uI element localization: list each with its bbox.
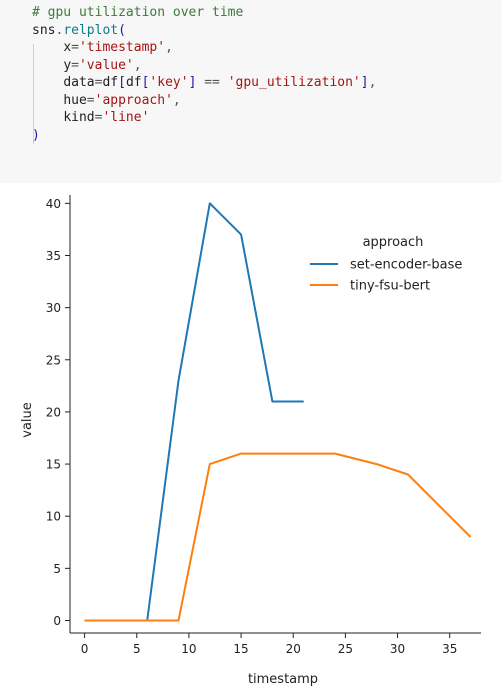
y-tick-label: 20 (46, 405, 61, 419)
y-tick-label: 30 (46, 301, 61, 315)
code-kw-y: y (63, 58, 71, 73)
legend-label-0: set-encoder-base (350, 258, 462, 273)
code-kw-kind: kind (63, 110, 94, 125)
y-tick-label: 40 (46, 197, 61, 211)
y-tick-label: 25 (46, 353, 61, 367)
y-tick-label: 35 (46, 249, 61, 263)
x-tick-label: 5 (133, 642, 141, 656)
legend-label-1: tiny-fsu-bert (350, 279, 430, 294)
code-df-inner: df (126, 75, 142, 90)
code-str-x: 'timestamp' (79, 40, 165, 55)
x-tick-label: 30 (390, 642, 405, 656)
code-line-comment: # gpu utilization over time (32, 4, 501, 22)
y-axis-ticks: 0 5 10 15 20 25 30 35 40 (46, 197, 70, 628)
code-line-y: y='value', (32, 57, 501, 75)
line-chart: 0 5 10 15 20 25 30 35 40 0 5 10 15 20 25 30 35 timestam… (0, 183, 501, 688)
x-tick-label: 20 (286, 642, 301, 656)
code-str-hue: 'approach' (95, 93, 173, 108)
code-str-gpu: 'gpu_utilization' (228, 75, 361, 90)
code-line-close: ) (32, 127, 501, 145)
y-tick-label: 15 (46, 458, 61, 472)
series-line-0 (85, 203, 304, 620)
code-str-y: 'value' (79, 58, 134, 73)
y-tick-label: 5 (53, 562, 61, 576)
legend-title: approach (363, 235, 424, 250)
code-line-x: x='timestamp', (32, 39, 501, 57)
y-tick-label: 10 (46, 510, 61, 524)
code-comment: # gpu utilization over time (32, 5, 243, 20)
cell-output: 0 5 10 15 20 25 30 35 40 0 5 10 15 20 25 30 35 timestam… (0, 183, 501, 688)
x-tick-label: 35 (442, 642, 457, 656)
code-line-data: data=df[df['key'] == 'gpu_utilization'], (32, 74, 501, 92)
code-cell[interactable]: # gpu utilization over time sns.relplot(… (0, 0, 501, 183)
x-tick-label: 0 (81, 642, 89, 656)
code-df: df (102, 75, 118, 90)
x-tick-label: 25 (338, 642, 353, 656)
y-axis-label: value (20, 402, 35, 438)
code-module: sns (32, 23, 55, 38)
code-line-kind: kind='line' (32, 109, 501, 127)
code-line-call: sns.relplot( (32, 22, 501, 40)
y-tick-label: 0 (53, 614, 61, 628)
code-kw-x: x (63, 40, 71, 55)
code-close-paren: ) (32, 128, 40, 143)
code-kw-hue: hue (63, 93, 86, 108)
code-kw-data: data (63, 75, 94, 90)
code-function: relplot (63, 23, 118, 38)
series-line-1 (85, 454, 471, 621)
code-str-kind: 'line' (102, 110, 149, 125)
code-line-hue: hue='approach', (32, 92, 501, 110)
code-op-eq: == (204, 75, 220, 90)
x-axis-label: timestamp (248, 672, 318, 687)
x-tick-label: 10 (181, 642, 196, 656)
x-tick-label: 15 (233, 642, 248, 656)
legend: approach set-encoder-base tiny-fsu-bert (310, 235, 462, 294)
x-axis-ticks: 0 5 10 15 20 25 30 35 (81, 633, 458, 656)
code-str-key: 'key' (149, 75, 188, 90)
